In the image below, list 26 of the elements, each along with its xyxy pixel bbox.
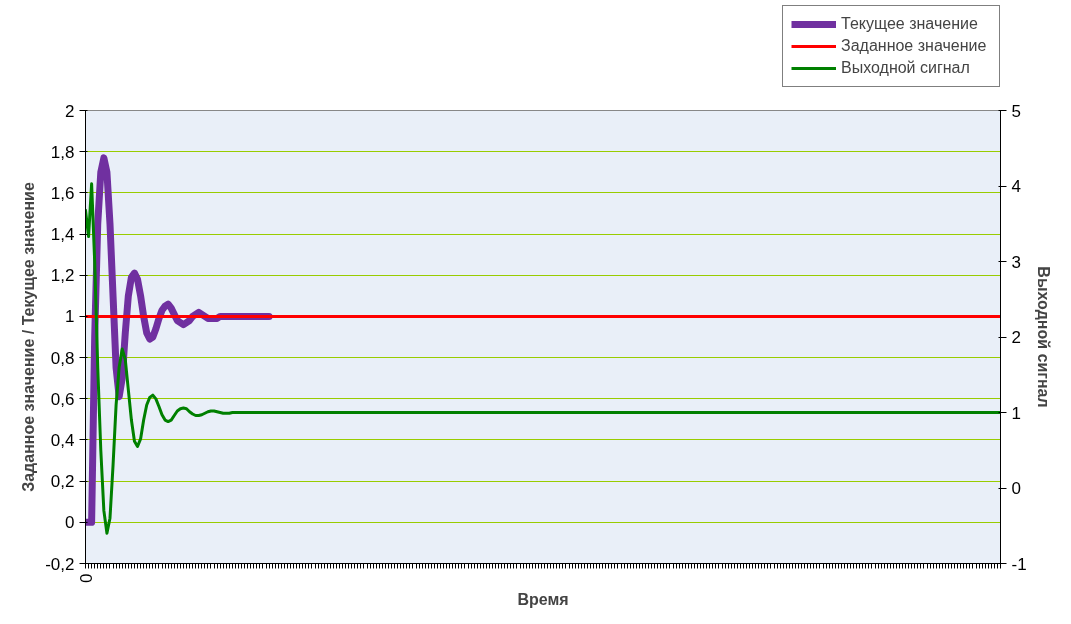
y2-tick-label: 2 (1011, 328, 1021, 347)
y-tick-label: 0 (65, 513, 75, 533)
y2-tick-label: 5 (1011, 101, 1021, 121)
y2-tick-label: 4 (1011, 177, 1021, 196)
y-tick-label: 0,6 (50, 389, 75, 409)
y2-tick-label: -1 (1011, 554, 1027, 574)
y-tick-label: 1,4 (50, 225, 75, 245)
x-axis-title: Время (517, 590, 569, 608)
y-tick-label: 1,6 (50, 183, 75, 203)
y2-tick-label: 1 (1011, 403, 1021, 423)
y2-axis-title: Выходной сигнал (1034, 266, 1052, 408)
y-tick-label: -0,2 (45, 554, 75, 574)
y-tick-label: 1,2 (50, 266, 75, 286)
y-axis-title: Заданное значение / Текущее значение (20, 182, 38, 492)
y-tick-label: 2 (65, 101, 75, 121)
y2-tick-label: 0 (1011, 479, 1021, 498)
y2-tick-label: 3 (1011, 252, 1021, 272)
y-tick-label: 0,4 (50, 430, 75, 450)
line-series (85, 182, 1001, 535)
legend-label: Заданное значение (841, 37, 988, 55)
legend-label: Текущее значение (841, 15, 979, 33)
y-tick-label: 1 (65, 307, 75, 327)
legend-label: Выходной сигнал (841, 59, 971, 77)
y-tick-label: 0,8 (50, 348, 75, 368)
y-tick-label: 0,2 (50, 472, 75, 492)
y-tick-label: 1,8 (50, 142, 75, 162)
